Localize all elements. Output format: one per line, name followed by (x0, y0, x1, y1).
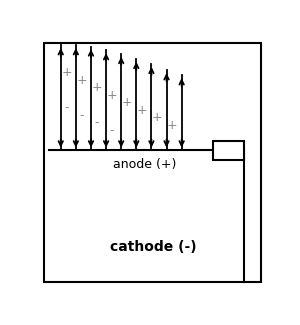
Text: +: + (92, 81, 102, 94)
Text: -: - (94, 116, 99, 129)
Text: cathode (-): cathode (-) (110, 240, 197, 254)
Text: anode (+): anode (+) (113, 158, 176, 171)
Text: +: + (137, 104, 147, 117)
Text: +: + (106, 89, 117, 102)
Text: +: + (167, 119, 178, 132)
Text: -: - (110, 124, 114, 137)
Text: +: + (76, 74, 87, 87)
Text: +: + (152, 111, 163, 124)
Text: +: + (61, 66, 72, 79)
Text: -: - (64, 101, 69, 114)
Text: +: + (122, 96, 132, 109)
Bar (213, 141, 244, 160)
Text: -: - (80, 109, 84, 122)
